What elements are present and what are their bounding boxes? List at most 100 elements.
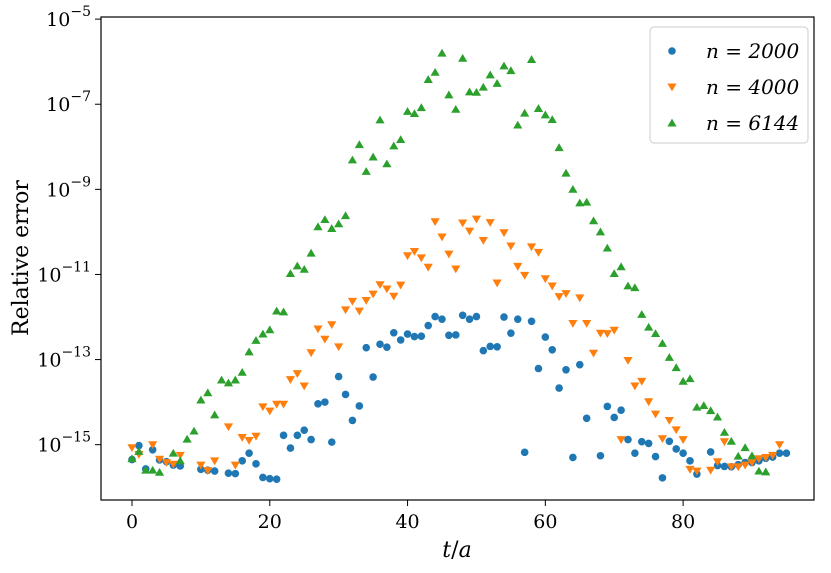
data-point [369,373,377,381]
data-point [485,70,495,79]
data-point [348,416,357,425]
data-point [575,360,584,369]
y-tick-label-exponent: −13 [61,345,91,361]
data-point [637,310,647,318]
data-point [134,447,144,455]
data-point [272,306,282,315]
data-point [141,465,151,474]
data-point [320,215,330,224]
data-point [396,336,405,344]
data-point [733,463,743,472]
data-point [472,312,481,321]
data-point [671,426,681,435]
data-point [251,336,261,344]
data-point [493,343,501,351]
data-point [245,449,253,457]
data-point [637,437,646,446]
data-point [685,374,695,383]
data-point [417,332,426,340]
data-point [768,451,778,460]
data-point [148,441,158,450]
data-point [272,400,282,409]
data-point [458,219,468,228]
y-tick-label: 10−7 [46,89,91,116]
data-point [458,53,468,62]
data-point [279,431,288,440]
legend-label: n = 2000 [706,39,800,63]
data-point [341,390,350,399]
data-point [278,307,289,316]
data-point [237,367,247,376]
data-point [740,461,750,470]
data-point [265,407,275,416]
data-point [313,325,323,334]
data-point [561,290,571,298]
data-point [231,469,240,478]
data-point [617,406,625,415]
data-point [478,82,488,91]
data-point [596,451,605,460]
data-point [464,87,475,96]
data-point [644,439,653,448]
data-point [389,292,399,301]
legend-marker [667,83,677,92]
data-point [403,330,412,338]
data-point [582,197,592,206]
data-point [664,353,674,361]
data-point [692,402,702,411]
data-point [196,461,206,470]
data-point [244,436,254,445]
data-point [588,349,599,358]
data-point [712,458,723,467]
data-point [389,141,399,150]
data-point [685,465,695,474]
y-tick-label-exponent: −11 [61,259,91,275]
data-point [355,402,364,410]
x-tick-label: 80 [671,511,695,533]
data-point [526,55,537,64]
data-point [423,75,433,84]
data-point [478,236,488,245]
data-point [602,243,612,252]
data-point [609,326,619,335]
data-point [293,431,302,440]
data-point [569,453,577,462]
data-point [761,467,771,476]
data-point [657,435,668,444]
data-point [321,398,329,406]
data-point [437,233,447,242]
data-point [361,167,371,175]
y-tick-label-exponent: −9 [70,174,91,190]
data-point [389,328,398,337]
data-point [327,438,336,446]
data-point [610,413,619,422]
data-point [726,436,736,445]
data-point [238,457,247,465]
data-point [527,317,536,326]
data-point [307,435,315,444]
data-point [706,406,716,415]
data-point [161,459,172,467]
data-point [285,269,296,278]
data-point [382,285,392,294]
plot-frame [100,16,815,501]
data-point [361,296,371,305]
data-point [595,227,606,236]
data-point [265,474,274,483]
data-point [362,343,371,352]
data-point [554,143,564,152]
data-point [492,279,502,288]
data-point [492,79,502,87]
data-point [650,329,661,338]
data-point [292,261,302,270]
data-point [657,339,668,347]
data-point [547,115,557,124]
legend-frame [649,26,809,144]
data-point [513,315,522,323]
data-point [526,243,537,252]
data-point [334,219,344,228]
data-point [278,400,289,409]
data-point [534,364,543,373]
data-point [513,120,523,129]
data-point [692,467,702,476]
